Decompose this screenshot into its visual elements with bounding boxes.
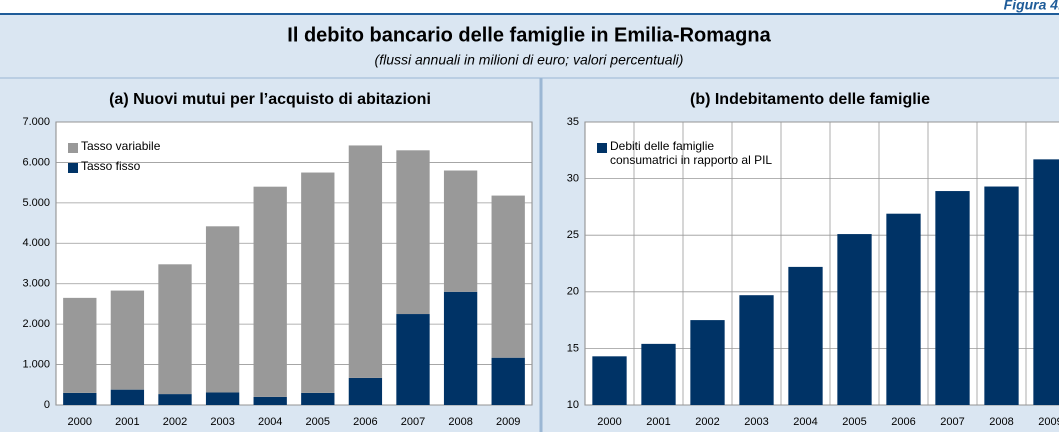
bar bbox=[592, 356, 627, 405]
title: Il debito bancario delle famiglie in Emi… bbox=[287, 24, 771, 46]
x-tick-label: 2006 bbox=[891, 416, 915, 428]
bar-segment bbox=[443, 170, 478, 292]
x-tick-label: 2003 bbox=[744, 416, 768, 428]
x-tick-label: 2009 bbox=[1038, 416, 1059, 428]
bar bbox=[984, 186, 1019, 405]
y-tick-label: 3.000 bbox=[22, 278, 50, 290]
bar-segment bbox=[443, 291, 478, 405]
chart: 10 15 20 25 30 35 2000 2001 2002 2003 2004 2005 2006… bbox=[567, 116, 1059, 428]
x-tick-label: 2009 bbox=[496, 416, 520, 428]
bar bbox=[886, 213, 921, 405]
x-tick-label: 2002 bbox=[163, 416, 187, 428]
bar-segment bbox=[205, 226, 240, 393]
legend-label: Debiti delle famiglie consumatrici in ra… bbox=[610, 139, 773, 167]
bar-segment bbox=[396, 150, 430, 315]
bar-segment bbox=[348, 377, 383, 405]
x-tick-label: 2008 bbox=[989, 416, 1013, 428]
legend-box: Tasso fisso bbox=[81, 159, 141, 173]
figure-label: Figura 4. bbox=[1004, 0, 1059, 13]
legend-box: Tasso variabile bbox=[81, 139, 161, 153]
x-tick-label: 2001 bbox=[115, 416, 139, 428]
x-tick-label: 2005 bbox=[842, 416, 866, 428]
y-tick-label: 1.000 bbox=[22, 358, 50, 370]
bar-segment bbox=[301, 172, 335, 393]
x-tick-label: 2004 bbox=[258, 416, 282, 428]
bar bbox=[690, 320, 725, 405]
subtitle: (flussi annuali in milioni di euro; valo… bbox=[375, 52, 684, 68]
x-tick-label: 2002 bbox=[695, 416, 719, 428]
bar-segment bbox=[158, 264, 192, 395]
legend-label: Tasso fisso bbox=[81, 159, 141, 173]
legend-swatch bbox=[68, 163, 78, 173]
bar-segment bbox=[301, 392, 335, 405]
x-tick-label: 2000 bbox=[68, 416, 92, 428]
bar bbox=[739, 295, 774, 405]
x-tick-label: 2000 bbox=[597, 416, 621, 428]
x-tick-label: 2005 bbox=[306, 416, 330, 428]
y-tick-label: 25 bbox=[567, 229, 579, 241]
y-tick-label: 35 bbox=[567, 116, 579, 128]
bar-segment bbox=[63, 297, 97, 393]
bar bbox=[641, 343, 676, 405]
bar-segment bbox=[158, 394, 192, 405]
bar-segment bbox=[491, 195, 525, 358]
bar-segment bbox=[253, 396, 287, 405]
bar bbox=[1033, 159, 1059, 405]
y-tick-label: 20 bbox=[567, 286, 579, 298]
y-tick-label: 7.000 bbox=[22, 116, 50, 128]
bar-segment bbox=[396, 314, 430, 405]
legend-swatch bbox=[68, 143, 78, 153]
bar bbox=[837, 234, 872, 405]
y-tick-label: 4.000 bbox=[22, 237, 50, 249]
x-tick-label: 2007 bbox=[940, 416, 964, 428]
y-tick-label: 5.000 bbox=[22, 197, 50, 209]
bar-segment bbox=[63, 392, 97, 405]
bar-segment bbox=[110, 389, 145, 405]
legend-box: Debiti delle famiglie consumatrici in ra… bbox=[610, 139, 773, 167]
x-tick-label: 2006 bbox=[353, 416, 377, 428]
chart-title: (b) Indebitamento delle famiglie bbox=[690, 91, 930, 108]
y-tick-label: 15 bbox=[567, 342, 579, 354]
chart: 0 1.000 2.000 3.000 4.000 5.000 6.000 7.000 2000… bbox=[22, 116, 533, 428]
x-tick-label: 2004 bbox=[793, 416, 817, 428]
bar-segment bbox=[110, 290, 145, 390]
y-tick-label: 10 bbox=[567, 399, 579, 411]
y-tick-label: 30 bbox=[567, 173, 579, 185]
x-tick-label: 2001 bbox=[646, 416, 670, 428]
bar-segment bbox=[491, 357, 525, 405]
legend-label: Tasso variabile bbox=[81, 139, 161, 153]
x-tick-label: 2008 bbox=[448, 416, 472, 428]
bar-segment bbox=[205, 392, 240, 405]
x-tick-label: 2003 bbox=[210, 416, 234, 428]
x-tick-label: 2007 bbox=[401, 416, 425, 428]
y-tick-label: 6.000 bbox=[22, 156, 50, 168]
bar-segment bbox=[348, 145, 383, 378]
y-tick-label: 2.000 bbox=[22, 318, 50, 330]
legend-swatch bbox=[597, 143, 607, 153]
bar bbox=[935, 191, 970, 405]
chart-title: (a) Nuovi mutui per l’acquisto di abitaz… bbox=[109, 91, 431, 108]
bar-segment bbox=[253, 186, 287, 397]
y-tick-label: 0 bbox=[44, 399, 50, 411]
bar bbox=[788, 266, 823, 405]
